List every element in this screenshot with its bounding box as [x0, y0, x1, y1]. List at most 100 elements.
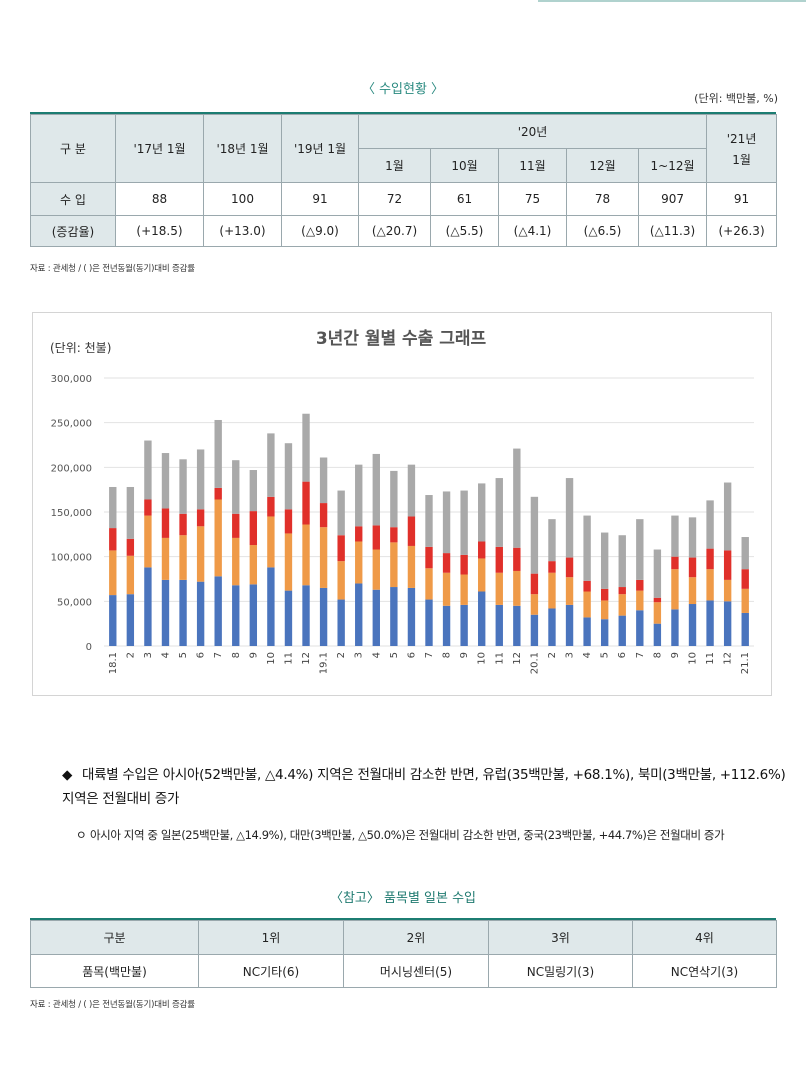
header-year-2021-line2: 1월: [732, 152, 751, 167]
main-bullet-paragraph: ◆ 대륙별 수입은 아시아(52백만불, △4.4%) 지역은 전월대비 감소한 …: [62, 763, 786, 811]
bar-segment: [442, 553, 451, 573]
chart-title: 3년간 월별 수출 그래프: [316, 329, 487, 349]
table-cell: NC밀링기(3): [488, 954, 633, 988]
x-tick-label: 4: [160, 652, 171, 658]
header-year-2017: '17년 1월: [115, 114, 204, 183]
bar-segment: [196, 449, 205, 510]
bar-segment: [267, 433, 275, 497]
bar-segment: [355, 464, 363, 527]
bar-segment: [319, 503, 328, 528]
bar-segment: [109, 550, 117, 596]
bar-segment: [530, 614, 539, 646]
bar-segment: [495, 572, 503, 605]
bar-segment: [232, 513, 240, 538]
bar-segment: [671, 609, 679, 646]
bar-segment: [109, 528, 117, 551]
bar-segment: [548, 608, 556, 646]
bar-segment: [495, 546, 503, 573]
bar-segment: [372, 549, 380, 590]
import-status-title: 〈 수입현황 〉: [361, 82, 445, 97]
bar-segment: [390, 470, 398, 528]
bar-segment: [284, 533, 293, 591]
table-cell: (△5.5): [430, 215, 499, 247]
bar-segment: [636, 590, 644, 611]
bar-segment: [671, 515, 679, 557]
bar-segment: [196, 526, 205, 582]
bar-segment: [249, 545, 258, 585]
bar-segment: [214, 487, 222, 500]
bar-segment: [513, 605, 521, 646]
x-tick-label: 7: [635, 652, 646, 658]
y-tick-label: 50,000: [57, 597, 92, 608]
bar-segment: [337, 561, 345, 600]
header-month: 1~12월: [637, 148, 708, 183]
table-cell: NC연삭기(3): [632, 954, 777, 988]
import-table-top-line: [30, 112, 776, 114]
bar-segment: [530, 573, 539, 595]
bar-segment: [109, 486, 117, 529]
table-cell: 61: [430, 182, 499, 216]
table-cell: (△4.1): [498, 215, 567, 247]
x-tick-label: 6: [406, 652, 417, 658]
bar-segment: [179, 579, 187, 646]
diamond-bullet-icon: ◆: [62, 767, 73, 783]
bar-segment: [460, 490, 468, 555]
bar-segment: [618, 535, 626, 588]
bar-segment: [407, 587, 416, 646]
header-month: 10월: [430, 148, 499, 183]
bar-segment: [267, 516, 275, 568]
x-tick-label: 12: [301, 652, 312, 665]
bar-segment: [548, 561, 556, 573]
bar-segment: [249, 470, 258, 512]
bar-segment: [319, 457, 328, 504]
bar-segment: [161, 579, 170, 646]
bar-segment: [706, 600, 714, 646]
bar-segment: [741, 612, 749, 646]
bar-segment: [636, 579, 644, 591]
bar-segment: [390, 527, 398, 543]
chart-frame: [32, 312, 772, 696]
header-year-2021-line1: '21년: [726, 131, 757, 146]
bar-segment: [390, 542, 398, 588]
header-month: 1월: [358, 148, 431, 183]
bar-segment: [284, 509, 293, 534]
bar-segment: [355, 526, 363, 542]
x-tick-label: 21.1: [740, 652, 751, 674]
table-cell: NC기타(6): [198, 954, 344, 988]
bar-segment: [267, 567, 275, 646]
bar-segment: [723, 579, 732, 602]
x-tick-label: 2: [547, 652, 558, 658]
x-tick-label: 3: [565, 652, 576, 658]
y-tick-label: 100,000: [51, 553, 92, 564]
bar-segment: [126, 555, 135, 595]
bar-segment: [478, 591, 486, 646]
bar-segment: [565, 557, 574, 578]
bar-segment: [460, 554, 468, 575]
header-category: 구 분: [30, 114, 116, 183]
table-cell: 88: [115, 182, 204, 216]
bar-segment: [161, 453, 170, 509]
x-tick-label: 7: [213, 652, 224, 658]
table-cell: (△11.3): [637, 215, 708, 247]
bar-segment: [232, 537, 240, 586]
header-month: 11월: [498, 148, 567, 183]
x-tick-label: 18.1: [108, 652, 119, 674]
table-cell: 91: [281, 182, 359, 216]
bar-segment: [548, 572, 556, 609]
bar-segment: [179, 459, 187, 514]
bar-segment: [302, 524, 310, 586]
bar-segment: [425, 546, 433, 569]
table-cell: (△20.7): [358, 215, 431, 247]
bar-segment: [144, 499, 152, 516]
chart-unit-label: (단위: 천불): [50, 340, 111, 355]
bar-segment: [723, 601, 732, 646]
bar-segment: [600, 532, 609, 589]
header-month: 12월: [566, 148, 639, 183]
table-cell: 78: [566, 182, 639, 216]
bar-segment: [196, 581, 205, 646]
x-tick-label: 3: [354, 652, 365, 658]
header-year-2018: '18년 1월: [203, 114, 282, 183]
x-tick-label: 11: [494, 652, 505, 665]
bar-segment: [179, 535, 187, 580]
bar-segment: [372, 453, 380, 526]
